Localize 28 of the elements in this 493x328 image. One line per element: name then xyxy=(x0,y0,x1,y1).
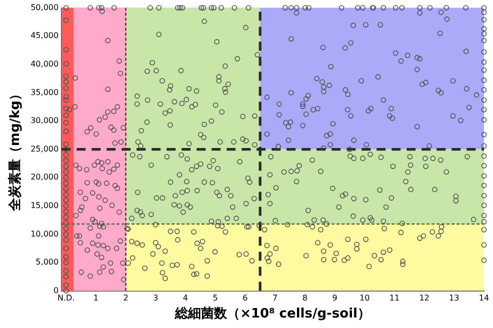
y-tick-label: 30,000 xyxy=(30,116,59,126)
x-axis-title: 総細菌数（×10⁸ cells/g-soil） xyxy=(174,306,370,322)
x-tick-label: 5 xyxy=(212,294,218,303)
x-tick-label: 11 xyxy=(389,294,400,303)
y-tick-label: 25,000 xyxy=(30,144,59,154)
x-tick-label: 10 xyxy=(360,294,370,303)
x-tick-label: 4 xyxy=(182,294,188,303)
x-tick-label: 14 xyxy=(478,294,490,303)
y-tick-label: 0 xyxy=(54,286,59,295)
y-tick-label: 50,000 xyxy=(30,2,59,12)
x-tick-label: 12 xyxy=(419,294,430,303)
y-tick-label: 20,000 xyxy=(30,172,59,182)
y-tick-label: 5,000 xyxy=(36,258,59,267)
y-tick-label: 15,000 xyxy=(30,200,59,210)
x-tick-label: 2 xyxy=(123,294,128,303)
x-tick-label: 1 xyxy=(93,294,98,303)
x-tick-label: 13 xyxy=(449,294,460,303)
y-axis-title: 全炭素量（mg/kg） xyxy=(7,88,24,212)
y-tick-label: 45,000 xyxy=(30,31,59,40)
x-tick-label: 7 xyxy=(272,294,278,303)
x-tick-label: 6 xyxy=(242,294,248,303)
x-tick-label: N.D. xyxy=(57,294,75,303)
y-tick-label: 35,000 xyxy=(30,88,59,97)
x-tick-label: 9 xyxy=(332,294,338,303)
x-tick-label: 8 xyxy=(302,294,308,303)
y-tick-label: 10,000 xyxy=(30,229,59,238)
y-tick-label: 40,000 xyxy=(30,59,59,68)
x-tick-label: 3 xyxy=(153,294,158,303)
